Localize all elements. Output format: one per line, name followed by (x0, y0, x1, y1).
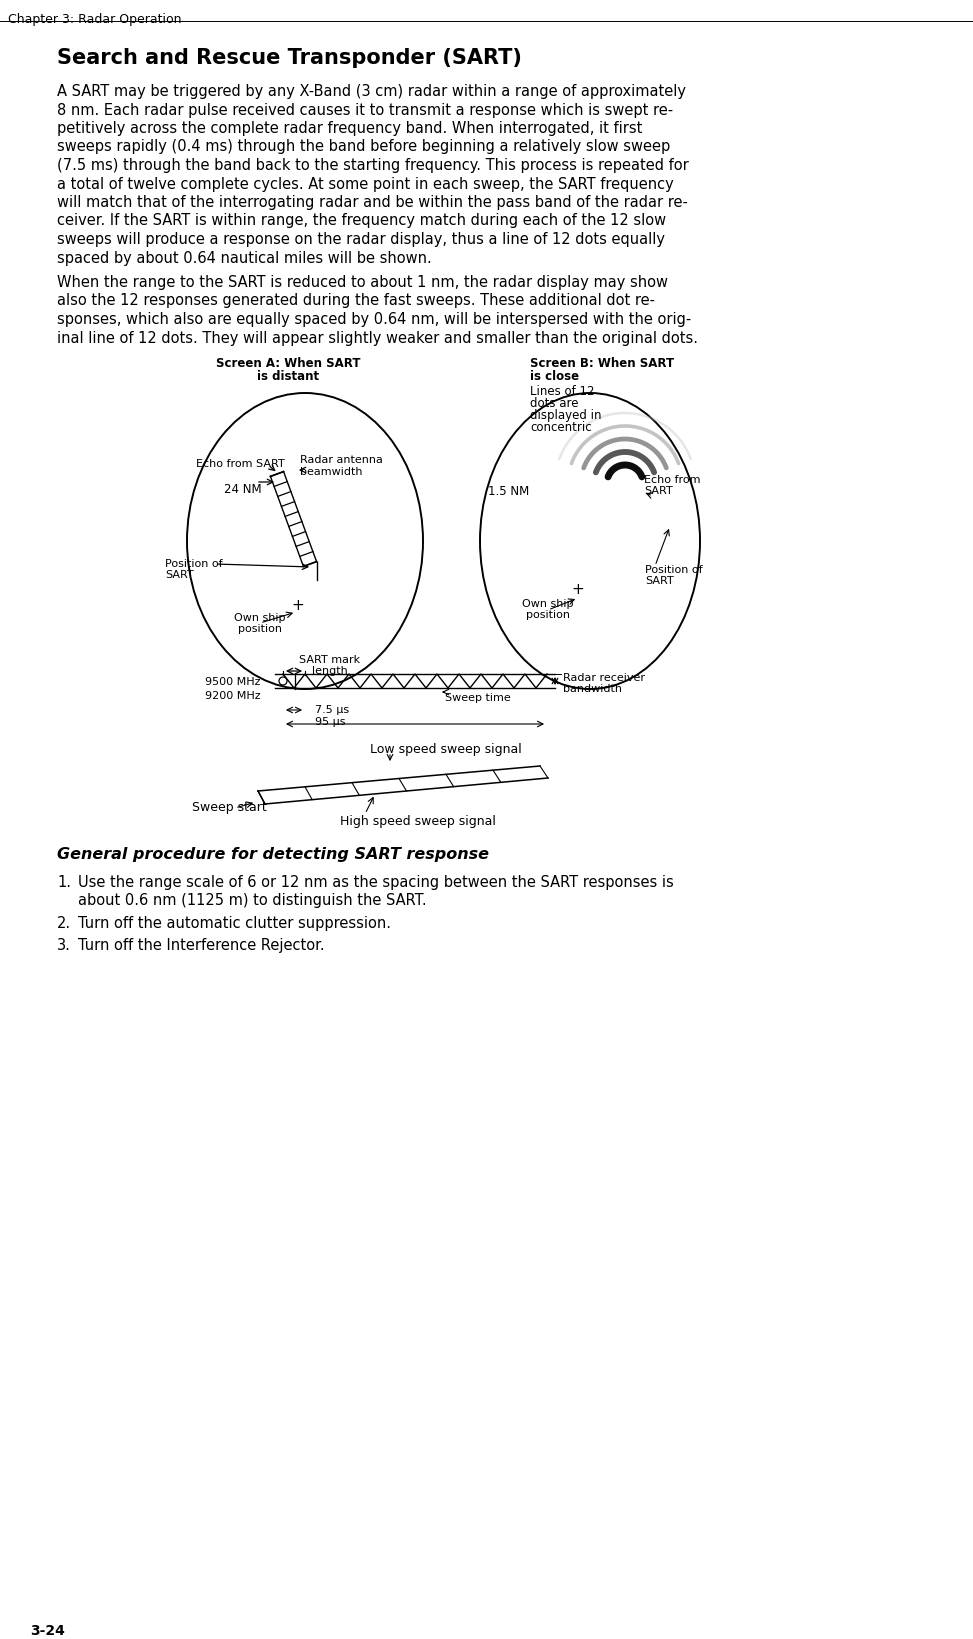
Text: Turn off the Interference Rejector.: Turn off the Interference Rejector. (78, 938, 325, 952)
Text: 8 nm. Each radar pulse received causes it to transmit a response which is swept : 8 nm. Each radar pulse received causes i… (57, 102, 673, 118)
Text: 9500 MHz: 9500 MHz (205, 677, 261, 687)
Text: 95 μs: 95 μs (315, 716, 345, 726)
Text: High speed sweep signal: High speed sweep signal (340, 815, 496, 828)
Text: 3-24: 3-24 (30, 1623, 65, 1637)
Text: Echo from: Echo from (644, 475, 701, 485)
Text: sponses, which also are equally spaced by 0.64 nm, will be interspersed with the: sponses, which also are equally spaced b… (57, 311, 691, 326)
Text: inal line of 12 dots. They will appear slightly weaker and smaller than the orig: inal line of 12 dots. They will appear s… (57, 331, 698, 346)
Text: Lines of 12: Lines of 12 (530, 385, 595, 398)
Text: Use the range scale of 6 or 12 nm as the spacing between the SART responses is: Use the range scale of 6 or 12 nm as the… (78, 875, 673, 890)
Text: Screen A: When SART: Screen A: When SART (216, 357, 360, 370)
Text: displayed in: displayed in (530, 408, 601, 421)
Text: spaced by about 0.64 nautical miles will be shown.: spaced by about 0.64 nautical miles will… (57, 251, 432, 266)
Text: Low speed sweep signal: Low speed sweep signal (370, 742, 522, 756)
Text: a total of twelve complete cycles. At some point in each sweep, the SART frequen: a total of twelve complete cycles. At so… (57, 177, 673, 192)
Text: Own ship: Own ship (523, 598, 574, 608)
Text: sweeps rapidly (0.4 ms) through the band before beginning a relatively slow swee: sweeps rapidly (0.4 ms) through the band… (57, 139, 670, 154)
Text: also the 12 responses generated during the fast sweeps. These additional dot re-: also the 12 responses generated during t… (57, 293, 655, 308)
Text: Screen B: When SART: Screen B: When SART (530, 357, 674, 370)
Text: ceiver. If the SART is within range, the frequency match during each of the 12 s: ceiver. If the SART is within range, the… (57, 213, 667, 228)
Text: Chapter 3: Radar Operation: Chapter 3: Radar Operation (8, 13, 182, 26)
Text: 24 NM: 24 NM (224, 484, 262, 495)
Text: will match that of the interrogating radar and be within the pass band of the ra: will match that of the interrogating rad… (57, 195, 688, 210)
Text: 1.5 NM: 1.5 NM (488, 485, 529, 498)
Text: dots are: dots are (530, 397, 579, 410)
Text: Search and Rescue Transponder (SART): Search and Rescue Transponder (SART) (57, 48, 522, 67)
Text: SART mark: SART mark (300, 654, 361, 664)
Text: Turn off the automatic clutter suppression.: Turn off the automatic clutter suppressi… (78, 916, 391, 931)
Text: beamwidth: beamwidth (300, 467, 363, 477)
Text: Own ship: Own ship (234, 613, 286, 623)
Text: about 0.6 nm (1125 m) to distinguish the SART.: about 0.6 nm (1125 m) to distinguish the… (78, 893, 426, 908)
Text: Sweep time: Sweep time (445, 693, 511, 703)
Text: bandwidth: bandwidth (563, 683, 622, 693)
Text: A SART may be triggered by any X-Band (3 cm) radar within a range of approximate: A SART may be triggered by any X-Band (3… (57, 84, 686, 98)
Text: sweeps will produce a response on the radar display, thus a line of 12 dots equa: sweeps will produce a response on the ra… (57, 231, 665, 247)
Text: position: position (238, 623, 282, 634)
Text: 1.: 1. (57, 875, 71, 890)
Text: Radar antenna: Radar antenna (300, 454, 382, 465)
Text: SART: SART (645, 575, 673, 585)
Text: +: + (292, 597, 305, 611)
Text: 9200 MHz: 9200 MHz (205, 690, 261, 700)
Text: Position of: Position of (165, 559, 223, 569)
Text: is distant: is distant (257, 370, 319, 384)
Text: 7.5 μs: 7.5 μs (315, 705, 349, 715)
Text: length: length (312, 665, 348, 675)
Text: Position of: Position of (645, 565, 703, 575)
Text: Radar receiver: Radar receiver (563, 672, 645, 682)
Text: petitively across the complete radar frequency band. When interrogated, it first: petitively across the complete radar fre… (57, 121, 642, 136)
Text: 2.: 2. (57, 916, 71, 931)
Text: Echo from SART: Echo from SART (196, 459, 285, 469)
Text: concentric: concentric (530, 421, 592, 434)
Text: is close: is close (530, 370, 579, 384)
Text: SART: SART (165, 570, 194, 580)
Text: (7.5 ms) through the band back to the starting frequency. This process is repeat: (7.5 ms) through the band back to the st… (57, 157, 689, 172)
Text: position: position (526, 610, 570, 620)
Text: When the range to the SART is reduced to about 1 nm, the radar display may show: When the range to the SART is reduced to… (57, 275, 668, 290)
Text: 3.: 3. (57, 938, 71, 952)
Text: General procedure for detecting SART response: General procedure for detecting SART res… (57, 846, 489, 862)
Text: +: + (571, 582, 585, 597)
Text: Sweep start: Sweep start (192, 800, 267, 813)
Text: SART: SART (644, 485, 672, 495)
